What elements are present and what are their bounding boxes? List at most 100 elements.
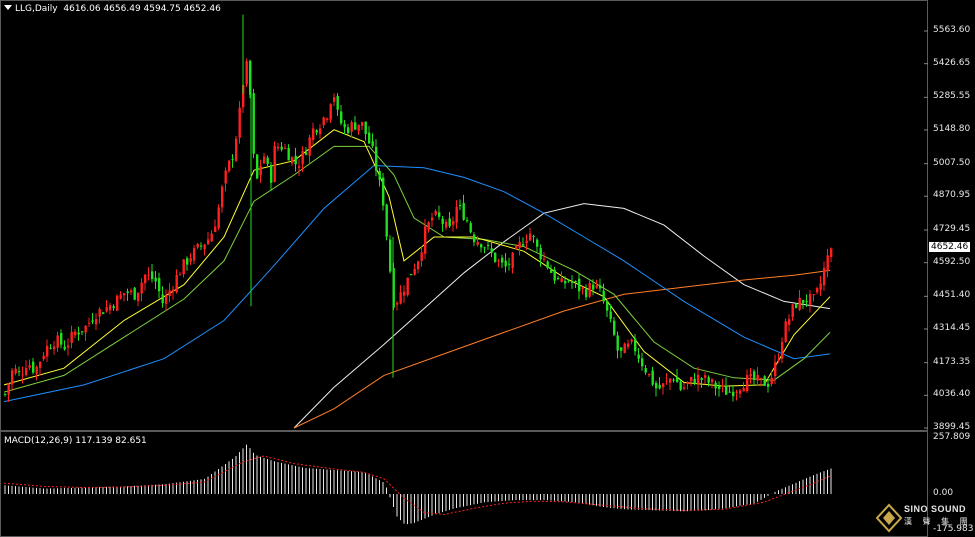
candle-body: [396, 302, 399, 305]
price-tick-label: 4036.40: [933, 389, 971, 400]
candle-body: [669, 378, 672, 383]
candle-body: [483, 247, 486, 249]
candle-body: [819, 283, 822, 290]
candle-body: [228, 160, 231, 172]
candle-body: [39, 361, 42, 368]
candle-body: [77, 332, 80, 335]
price-tick-label: 4592.50: [933, 256, 971, 267]
candle-body: [263, 156, 266, 164]
candle-body: [728, 391, 731, 393]
candle-body: [459, 205, 462, 207]
candle-body: [679, 382, 682, 390]
candle-body: [249, 60, 252, 95]
candle-body: [357, 124, 360, 132]
candle-body: [637, 354, 640, 359]
candle-body: [739, 390, 742, 394]
candle-body: [648, 373, 651, 376]
candle-body: [522, 244, 525, 246]
candle-body: [578, 278, 581, 292]
candle-body: [312, 128, 315, 140]
candle-body: [826, 255, 829, 271]
candle-body: [742, 387, 745, 392]
candle-body: [795, 303, 798, 308]
candle-body: [53, 346, 56, 350]
candle-body: [326, 118, 329, 120]
candle-body: [438, 212, 441, 217]
candle-body: [427, 222, 430, 230]
candle-body: [707, 377, 710, 383]
candle-body: [207, 239, 210, 245]
candle-body: [665, 380, 668, 382]
logo-subtitle: 漢 聲 集 團: [904, 517, 972, 526]
candle-body: [354, 122, 357, 130]
candle-body: [588, 283, 591, 297]
candle-body: [504, 260, 507, 267]
ma-orange-line: [293, 269, 831, 429]
candle-body: [658, 384, 661, 389]
candle-body: [347, 127, 350, 134]
candle-body: [277, 146, 280, 149]
candle-body: [735, 391, 738, 393]
candle-body: [686, 382, 689, 385]
candle-body: [431, 217, 434, 221]
candle-body: [620, 347, 623, 351]
candle-body: [193, 247, 196, 261]
candle-body: [11, 370, 14, 385]
candle-body: [175, 275, 178, 293]
candle-body: [410, 274, 413, 276]
candle-body: [595, 285, 598, 288]
candle-body: [49, 347, 52, 349]
candle-body: [56, 335, 59, 348]
candle-body: [753, 371, 756, 380]
candle-body: [63, 346, 66, 350]
candle-body: [385, 204, 388, 237]
candle-body: [46, 345, 49, 357]
candle-body: [329, 104, 332, 120]
candle-body: [102, 312, 105, 314]
candle-body: [672, 379, 675, 381]
candle-body: [168, 290, 171, 297]
candle-body: [389, 239, 392, 272]
candle-body: [224, 170, 227, 184]
candle-body: [235, 138, 238, 161]
candle-body: [805, 301, 808, 303]
ma-blue-line: [3, 164, 831, 403]
price-tick-label: 3899.45: [933, 422, 971, 432]
symbol-menu-icon[interactable]: [4, 5, 12, 10]
candle-body: [480, 244, 483, 248]
candle-body: [490, 248, 493, 253]
candle-body: [18, 371, 21, 373]
candle-body: [441, 218, 444, 225]
price-tick-label: 5007.50: [933, 157, 971, 168]
candle-body: [375, 146, 378, 171]
candle-body: [655, 383, 658, 389]
candle-body: [305, 152, 308, 155]
candle-body: [525, 240, 528, 244]
candle-body: [473, 234, 476, 243]
candle-body: [693, 378, 696, 385]
candle-body: [343, 123, 346, 128]
candle-body: [809, 294, 812, 306]
candle-body: [662, 383, 665, 388]
candle-body: [333, 97, 336, 102]
candle-body: [196, 243, 199, 248]
price-tick-label: 4870.95: [933, 190, 971, 201]
candle-body: [592, 284, 595, 290]
candle-body: [147, 274, 150, 276]
candle-body: [81, 331, 84, 333]
candle-body: [518, 242, 521, 248]
candle-body: [88, 322, 91, 324]
candle-body: [25, 368, 28, 375]
macd-label: MACD(12,26,9) 117.139 82.651: [4, 436, 147, 446]
ma-green-line: [3, 145, 831, 393]
candle-body: [564, 280, 567, 284]
candle-body: [469, 223, 472, 233]
candle-body: [140, 282, 143, 294]
candle-body: [32, 361, 35, 373]
candle-body: [417, 261, 420, 270]
candle-body: [609, 311, 612, 319]
candle-body: [172, 289, 175, 292]
candle-body: [144, 274, 147, 284]
candle-body: [424, 226, 427, 254]
candle-body: [154, 277, 157, 282]
